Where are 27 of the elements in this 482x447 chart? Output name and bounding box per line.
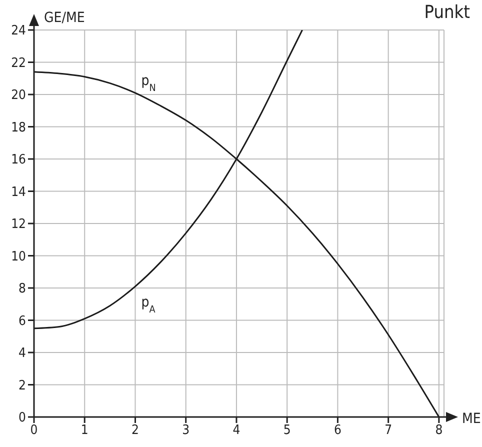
x-tick-label: 3: [182, 423, 190, 438]
text: Punkt: [424, 2, 470, 23]
x-tick-label: 1: [80, 423, 88, 438]
x-tick-label: 0: [30, 423, 38, 438]
series-label: p$_{N}$: [141, 72, 156, 94]
y-tick-label: 8: [18, 282, 26, 297]
x-tick-label: 8: [435, 423, 443, 438]
y-axis-title: GE/ME: [44, 10, 85, 26]
x-tick-label: 2: [132, 423, 139, 438]
y-tick-label: 18: [11, 120, 26, 136]
x-tick-label: 6: [334, 423, 342, 438]
y-tick-label: 12: [11, 217, 26, 232]
x-tick-label: 4: [232, 423, 240, 438]
y-tick-label: 24: [11, 24, 26, 39]
y-tick-label: 14: [11, 184, 26, 200]
y-tick-label: 22: [11, 56, 26, 71]
y-tick-label: 0: [18, 410, 26, 426]
x-axis-title: ME: [462, 411, 481, 427]
y-tick-label: 10: [11, 249, 26, 264]
y-tick-label: 16: [11, 152, 26, 168]
y-tick-label: 6: [18, 314, 26, 329]
y-tick-label: 4: [18, 346, 26, 362]
y-tick-label: 2: [18, 378, 26, 394]
x-tick-label: 7: [384, 423, 392, 438]
y-tick-label: 20: [11, 88, 26, 104]
x-tick-label: 5: [283, 423, 291, 438]
series-label: p$_{A}$: [141, 294, 156, 315]
